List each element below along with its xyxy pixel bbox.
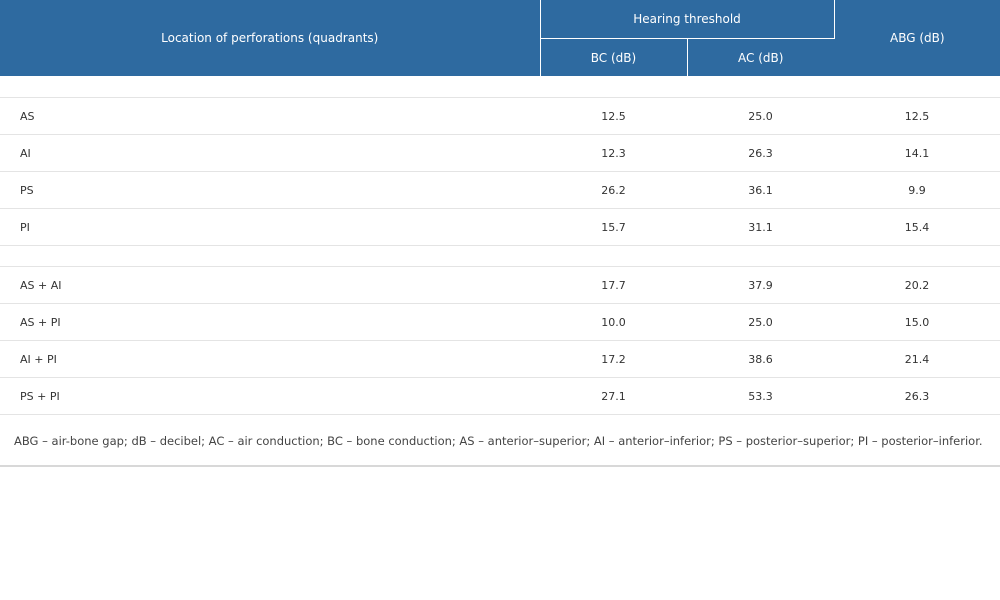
header-hearing-threshold: Hearing threshold — [540, 0, 835, 39]
ac-value: 25.0 — [687, 303, 835, 341]
abg-value: 26.3 — [834, 377, 1000, 415]
ac-value: 25.0 — [687, 97, 835, 135]
ac-value: 53.3 — [687, 377, 835, 415]
abg-value: 15.0 — [834, 303, 1000, 341]
group-spacer — [0, 76, 1000, 98]
ac-value: 36.1 — [687, 171, 835, 209]
row-label: AS — [0, 97, 540, 135]
abg-value: 20.2 — [834, 266, 1000, 304]
table-header: Location of perforations (quadrants) Hea… — [0, 0, 1000, 77]
row-label: AI — [0, 134, 540, 172]
abg-value: 14.1 — [834, 134, 1000, 172]
bc-value: 17.7 — [540, 266, 687, 304]
row-label: PS + PI — [0, 377, 540, 415]
group-spacer — [0, 245, 1000, 267]
bc-value: 27.1 — [540, 377, 687, 415]
abg-value: 12.5 — [834, 97, 1000, 135]
ac-value: 26.3 — [687, 134, 835, 172]
row-label: AS + PI — [0, 303, 540, 341]
header-abg: ABG (dB) — [834, 0, 1000, 77]
row-label: AS + AI — [0, 266, 540, 304]
bc-value: 12.3 — [540, 134, 687, 172]
header-bc: BC (dB) — [540, 38, 688, 77]
table-footnote: ABG – air-bone gap; dB – decibel; AC – a… — [0, 415, 1000, 467]
ac-value: 31.1 — [687, 208, 835, 246]
ac-value: 37.9 — [687, 266, 835, 304]
table-body: AS 12.5 25.0 12.5 AI 12.3 26.3 14.1 PS 2… — [0, 76, 1000, 415]
row-label: PI — [0, 208, 540, 246]
table-row: PI 15.7 31.1 15.4 — [0, 208, 1000, 246]
table-row: AS + PI 10.0 25.0 15.0 — [0, 303, 1000, 341]
bc-value: 12.5 — [540, 97, 687, 135]
table-container: Location of perforations (quadrants) Hea… — [0, 0, 1000, 467]
bc-value: 26.2 — [540, 171, 687, 209]
table-row: AS + AI 17.7 37.9 20.2 — [0, 266, 1000, 304]
abg-value: 9.9 — [834, 171, 1000, 209]
table-row: AI 12.3 26.3 14.1 — [0, 134, 1000, 172]
bc-value: 17.2 — [540, 340, 687, 378]
abg-value: 15.4 — [834, 208, 1000, 246]
header-location: Location of perforations (quadrants) — [0, 0, 541, 77]
table-row: PS 26.2 36.1 9.9 — [0, 171, 1000, 209]
row-label: AI + PI — [0, 340, 540, 378]
table-row: AI + PI 17.2 38.6 21.4 — [0, 340, 1000, 378]
abg-value: 21.4 — [834, 340, 1000, 378]
bc-value: 10.0 — [540, 303, 687, 341]
row-label: PS — [0, 171, 540, 209]
ac-value: 38.6 — [687, 340, 835, 378]
header-ac: AC (dB) — [687, 38, 835, 77]
bc-value: 15.7 — [540, 208, 687, 246]
table-row: PS + PI 27.1 53.3 26.3 — [0, 377, 1000, 415]
table-row: AS 12.5 25.0 12.5 — [0, 97, 1000, 135]
hearing-threshold-table: Location of perforations (quadrants) Hea… — [0, 0, 1000, 415]
